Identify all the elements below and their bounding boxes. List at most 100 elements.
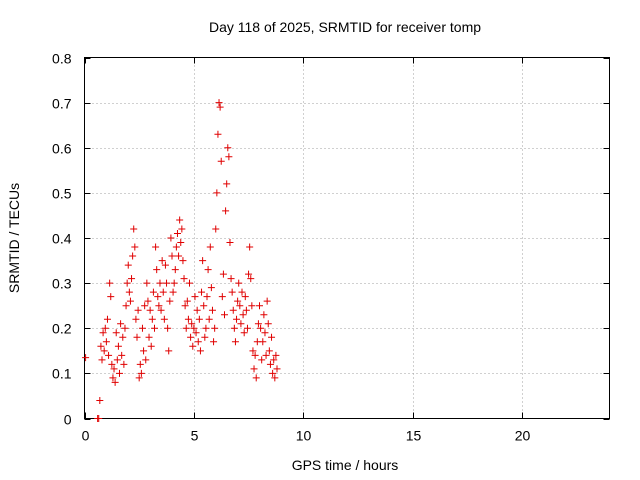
data-point — [118, 351, 126, 359]
data-point — [212, 225, 220, 233]
data-point — [216, 103, 224, 111]
data-point — [186, 279, 193, 287]
data-point — [121, 324, 129, 332]
data-point — [203, 293, 211, 301]
data-point — [164, 324, 172, 332]
data-point — [177, 239, 185, 247]
data-point — [264, 320, 272, 328]
data-point — [138, 324, 146, 332]
y-tick-label: 0.5 — [52, 186, 72, 202]
x-tick-label: 15 — [406, 428, 422, 444]
data-point — [200, 302, 208, 310]
data-point — [240, 329, 248, 337]
data-point — [122, 302, 130, 310]
data-point — [192, 329, 200, 337]
data-point — [112, 329, 120, 337]
data-point — [156, 279, 164, 287]
y-tick-label: 0.1 — [52, 366, 72, 382]
data-point — [119, 333, 127, 341]
data-point — [96, 396, 104, 404]
data-point — [144, 297, 152, 305]
data-point — [260, 311, 268, 319]
data-point — [218, 293, 226, 301]
data-point — [107, 293, 115, 301]
plot-frame — [84, 57, 610, 419]
data-point — [147, 342, 155, 350]
data-point — [146, 306, 154, 314]
data-point — [145, 333, 153, 341]
data-point — [95, 415, 103, 422]
data-point — [237, 320, 245, 328]
data-point — [259, 338, 267, 346]
axis-ticks: 0 5 10 15 20 0 0.1 0.2 0.3 0.4 0.5 0.6 0.7 0.8 — [52, 51, 610, 444]
data-point — [110, 365, 118, 373]
data-point — [193, 306, 201, 314]
x-tick-label: 20 — [515, 428, 531, 444]
data-point — [126, 297, 134, 305]
data-point — [263, 297, 271, 305]
data-point — [206, 243, 214, 251]
data-point — [128, 275, 136, 283]
y-tick-label: 0.7 — [52, 96, 72, 112]
data-point — [205, 315, 213, 323]
data-point — [181, 302, 189, 310]
data-point — [273, 365, 281, 373]
data-point — [97, 342, 105, 350]
data-point — [234, 297, 242, 305]
data-point — [109, 374, 117, 382]
data-point — [136, 360, 144, 368]
data-point — [250, 365, 258, 373]
data-point — [153, 266, 161, 274]
data-point — [198, 288, 206, 296]
data-point — [187, 333, 195, 341]
data-point — [235, 279, 243, 287]
data-point — [251, 351, 259, 359]
data-point — [182, 324, 190, 332]
grid — [84, 57, 610, 419]
data-point — [256, 302, 263, 310]
x-tick-label: 5 — [191, 428, 199, 444]
data-point — [266, 360, 274, 368]
data-point — [125, 288, 133, 296]
data-point — [168, 252, 176, 260]
data-point — [245, 270, 253, 278]
data-point — [199, 257, 207, 265]
data-point — [180, 275, 188, 283]
data-point — [163, 279, 171, 287]
data-point — [201, 333, 209, 341]
data-point — [178, 225, 186, 233]
data-point — [238, 288, 246, 296]
data-point — [224, 144, 232, 152]
data-point — [270, 356, 278, 364]
data-point — [148, 315, 156, 323]
data-point — [135, 374, 143, 382]
data-point — [176, 216, 184, 224]
data-point — [219, 270, 227, 278]
data-point — [132, 315, 140, 323]
data-point — [183, 297, 191, 305]
data-point — [134, 306, 142, 314]
data-point — [221, 311, 228, 319]
data-point — [207, 284, 215, 292]
data-point — [108, 360, 116, 368]
data-point — [131, 243, 139, 251]
y-tick-label: 0.6 — [52, 141, 72, 157]
data-point — [116, 369, 123, 377]
y-tick-label: 0.2 — [52, 321, 72, 337]
y-tick-label: 0.3 — [52, 276, 72, 292]
data-point — [272, 351, 280, 359]
data-point — [191, 293, 199, 301]
data-point — [103, 315, 111, 323]
data-point — [114, 342, 122, 350]
data-point — [243, 324, 251, 332]
data-point — [130, 225, 138, 233]
data-point — [213, 189, 221, 197]
data-point — [165, 347, 173, 355]
data-point — [248, 302, 256, 310]
data-point — [217, 157, 225, 165]
data-point — [157, 306, 165, 314]
data-point — [113, 356, 121, 364]
data-point — [140, 347, 148, 355]
data-point — [167, 234, 175, 242]
